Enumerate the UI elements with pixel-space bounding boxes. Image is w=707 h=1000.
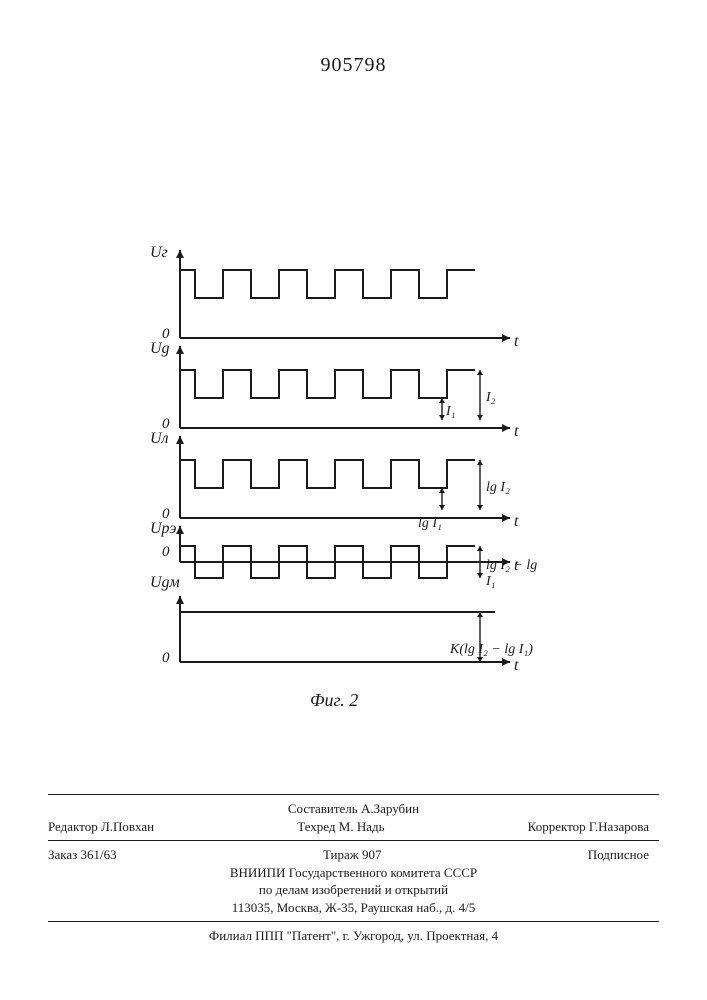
diagram-label: Uг [150,244,168,262]
subscription: Подписное [588,846,649,864]
editor: Редактор Л.Повхан [48,818,154,836]
figure-caption: Фиг. 2 [310,690,358,711]
address1: 113035, Москва, Ж-35, Раушская наб., д. … [232,900,475,915]
diagram-label: lg I₂ [486,480,510,496]
branch: Филиал ППП "Патент", г. Ужгород, ул. Про… [209,928,498,943]
diagram-label: t [514,423,518,441]
diagram-label: Ug [150,340,170,358]
page-number: 905798 [0,54,707,77]
order: Заказ 361/63 [48,846,117,864]
compiler: Составитель А.Зарубин [288,801,419,816]
diagram-label: t [514,657,518,675]
diagram-label: t [514,513,518,531]
diagram-label: Uрэ [150,520,176,538]
diagram-label: K(lg I₂ − lg I₁) [450,642,533,658]
figure-2: 0tUг0tUgI₁I₂0tUлlg I₁lg I₂0tUрэUgмlg I₂ … [150,250,550,730]
diagram-label: lg I₁ [418,516,442,532]
footer: Составитель А.Зарубин Редактор Л.Повхан … [48,789,659,945]
diagram-label: 0 [162,650,170,667]
diagram-label: I₁ [446,404,456,420]
diagram-label: Ugм [150,574,180,592]
diagram-label: lg I₂ − lg I₁ [486,558,550,590]
tech-editor: Техред М. Надь [297,818,384,836]
circulation: Тираж 907 [323,846,382,864]
timing-diagram-svg [150,250,550,690]
org2: по делам изобретений и открытий [259,882,448,897]
diagram-label: I₂ [486,390,496,406]
corrector: Корректор Г.Назарова [528,818,649,836]
diagram-label: t [514,333,518,351]
diagram-label: Uл [150,430,169,448]
org1: ВНИИПИ Государственного комитета СССР [230,865,477,880]
diagram-label: 0 [162,544,170,561]
